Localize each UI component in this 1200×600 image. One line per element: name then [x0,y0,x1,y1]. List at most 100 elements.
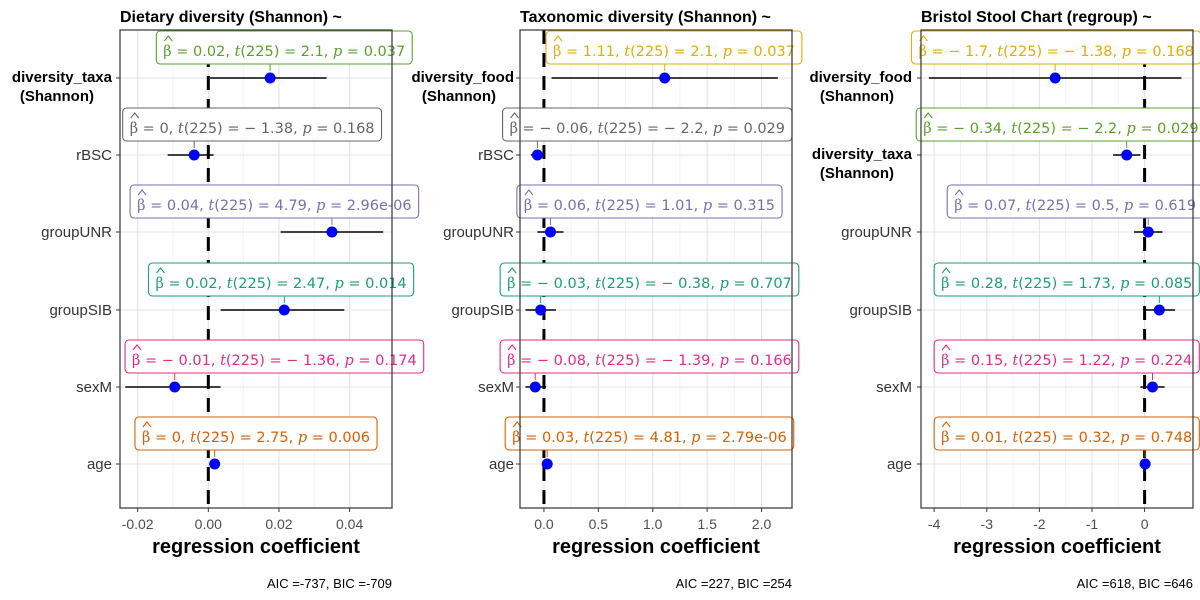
estimate-point [544,226,556,238]
estimate-point [1121,149,1133,161]
stat-label-box [933,262,1200,297]
estimate-point [1153,304,1165,316]
aic-bic-footer: AIC =-737, BIC =-709 [267,576,392,591]
stat-label-box [933,339,1200,374]
y-tick-label: diversity_taxa [12,69,113,86]
estimate-point [1142,226,1154,238]
estimate-point [659,72,671,84]
y-tick-label: groupSIB [849,302,912,319]
beta-hat [142,421,152,428]
estimate-point [529,381,541,393]
estimate-point [169,381,181,393]
beta-hat [941,267,951,274]
panel-title: Dietary diversity (Shannon) ~ [120,9,342,26]
beta-hat [923,112,933,119]
y-tick-label-sub: (Shannon) [20,88,94,105]
stat-label: β = 1.11, t(225) = 2.1, p = 0.037 [553,44,795,60]
row-rBSC: rBSC β = − 0.06, t(225) = − 2.2, p = 0.02… [478,107,793,164]
stat-label-box [545,30,803,65]
row-age: age β = 0.01, t(225) = 0.32, p = 0.748 [887,416,1200,473]
x-tick-label: 1.5 [697,516,717,532]
estimate-point [278,304,290,316]
y-tick-label-sub: (Shannon) [820,88,894,105]
estimate-point [535,304,547,316]
y-tick-label: sexM [76,379,112,396]
y-tick-label: diversity_food [411,69,514,86]
panel-title: Bristol Stool Chart (regroup) ~ [921,9,1152,26]
stat-label: β = 0.06, t(225) = 1.01, p = 0.315 [524,198,775,214]
stat-label: β = 0.02, t(225) = 2.47, p = 0.014 [156,276,407,292]
y-tick-label: diversity_taxa [812,146,913,163]
y-tick-label: groupUNR [443,224,514,241]
stat-label: β = 0.02, t(225) = 2.1, p = 0.037 [163,44,405,60]
panel-title: Taxonomic diversity (Shannon) ~ [520,9,771,26]
stat-label: β = 0, t(225) = 2.75, p = 0.006 [142,430,370,446]
estimate-point [1139,458,1151,470]
beta-hat [130,112,140,119]
stat-label-box [129,184,420,219]
row-diversity_food: diversity_food (Shannon) β = 1.11, t(225) … [411,30,803,105]
row-age: age β = 0.03, t(225) = 4.81, p = 2.79e-06 [489,416,795,473]
stat-label-box [499,339,800,374]
beta-hat [524,189,534,196]
y-tick-label: diversity_food [809,69,912,86]
estimate-point [188,149,200,161]
y-tick-label: groupSIB [451,302,514,319]
x-axis-title: regression coefficient [152,536,360,558]
stat-label-box [504,416,795,451]
stat-label-box [915,107,1200,142]
panel-border [519,29,793,509]
row-sexM: sexM β = − 0.08, t(225) = − 1.39, p = 0.1… [478,339,800,396]
beta-hat [507,267,517,274]
y-tick-label: groupUNR [841,224,912,241]
row-age: age β = 0, t(225) = 2.75, p = 0.006 [87,416,378,473]
estimate-point [1049,72,1061,84]
estimate-point [326,226,338,238]
estimate-point [209,458,221,470]
x-axis-title: regression coefficient [953,536,1161,558]
row-sexM: sexM β = − 0.01, t(225) = − 1.36, p = 0.1… [76,339,425,396]
stat-label-box [147,262,415,297]
stat-label-box [122,107,383,142]
row-groupUNR: groupUNR β = 0.07, t(225) = 0.5, p = 0.61… [841,184,1200,241]
stat-label: β = 0.01, t(225) = 0.32, p = 0.748 [941,430,1192,446]
x-axis-title: regression coefficient [552,536,760,558]
x-tick-label: 2.0 [752,516,772,532]
estimate-point [264,72,276,84]
y-tick-label: sexM [478,379,514,396]
panel-border [920,29,1194,509]
stat-label: β = − 0.08, t(225) = − 1.39, p = 0.166 [507,353,792,369]
beta-hat [941,344,951,351]
x-tick-label: 0.00 [195,516,222,532]
x-tick-label: -4 [928,516,941,532]
row-groupUNR: groupUNR β = 0.06, t(225) = 1.01, p = 0.3… [443,184,783,241]
beta-hat [941,421,951,428]
stat-label: β = 0.04, t(225) = 4.79, p = 2.96e-06 [137,198,412,214]
y-tick-label: rBSC [76,147,112,164]
aic-bic-footer: AIC =618, BIC =646 [1077,576,1193,591]
stat-label-box [516,184,783,219]
row-groupSIB: groupSIB β = 0.28, t(225) = 1.73, p = 0.0… [849,262,1200,319]
row-diversity_taxa: diversity_taxa (Shannon) β = 0.02, t(225) … [12,30,413,105]
row-diversity_food: diversity_food (Shannon) β = − 1.7, t(225)… [809,30,1200,105]
stat-label: β = − 1.7, t(225) = − 1.38, p = 0.168 [918,44,1193,60]
y-tick-label-sub: (Shannon) [820,165,894,182]
y-tick-label: age [887,456,912,473]
panel-3: Bristol Stool Chart (regroup) ~ diversity… [809,9,1200,591]
y-tick-label: age [87,456,112,473]
beta-hat [137,189,147,196]
panel-1: Dietary diversity (Shannon) ~ diversity_t… [12,9,425,591]
stat-label: β = − 0.01, t(225) = − 1.36, p = 0.174 [132,353,417,369]
estimate-point [541,458,553,470]
stat-label: β = 0.07, t(225) = 0.5, p = 0.619 [954,198,1196,214]
x-tick-label: -1 [1086,516,1099,532]
panel-2: Taxonomic diversity (Shannon) ~ diversity… [411,9,803,591]
row-groupSIB: groupSIB β = 0.02, t(225) = 2.47, p = 0.0… [49,262,415,319]
beta-hat [132,344,142,351]
stat-label-box [910,30,1200,65]
stat-label: β = 0, t(225) = − 1.38, p = 0.168 [130,121,375,137]
stat-label: β = 0.15, t(225) = 1.22, p = 0.224 [941,353,1192,369]
beta-hat [510,112,519,119]
x-tick-label: 0.5 [589,516,609,532]
